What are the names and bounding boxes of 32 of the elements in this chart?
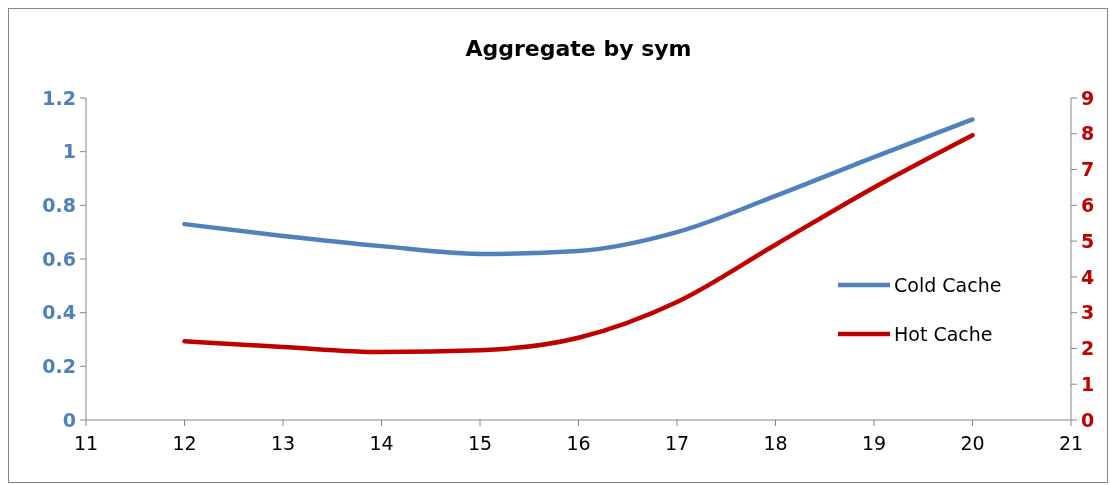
x-tick-label: 17 [664, 432, 690, 454]
y2-tick-label: 2 [1081, 337, 1095, 360]
x-tick-label: 16 [566, 432, 591, 454]
x-tick-label: 21 [1058, 432, 1084, 454]
x-tick-label: 19 [861, 432, 887, 454]
legend-label: Cold Cache [894, 273, 1002, 296]
y2-tick-label: 6 [1081, 193, 1095, 216]
y2-tick-label: 7 [1081, 158, 1095, 181]
y2-tick-label: 4 [1081, 265, 1095, 288]
x-tick-label: 11 [73, 432, 99, 454]
y2-tick-label: 9 [1081, 86, 1095, 109]
x-tick-label: 18 [763, 432, 788, 454]
x-tick-label: 20 [960, 432, 985, 454]
x-tick-label: 15 [467, 432, 493, 454]
y-tick-label: 0 [62, 408, 76, 431]
legend-label: Hot Cache [894, 322, 993, 345]
y2-tick-label: 8 [1081, 122, 1095, 145]
y-tick-label: 0.4 [42, 301, 76, 324]
chart-title: Aggregate by sym [465, 36, 692, 61]
y2-tick-label: 0 [1081, 408, 1095, 431]
y-tick-label: 0.8 [42, 193, 76, 216]
y-tick-label: 0.6 [42, 247, 76, 270]
y2-tick-label: 1 [1081, 372, 1095, 395]
y2-tick-label: 5 [1081, 229, 1095, 252]
y-tick-label: 0.2 [42, 354, 76, 377]
y-tick-label: 1 [62, 140, 76, 163]
y2-tick-label: 3 [1081, 301, 1095, 324]
y-tick-label: 1.2 [42, 86, 76, 109]
line-series [182, 117, 975, 257]
x-tick-label: 13 [270, 432, 296, 454]
x-tick-label: 14 [369, 432, 394, 454]
x-tick-label: 12 [172, 432, 197, 454]
